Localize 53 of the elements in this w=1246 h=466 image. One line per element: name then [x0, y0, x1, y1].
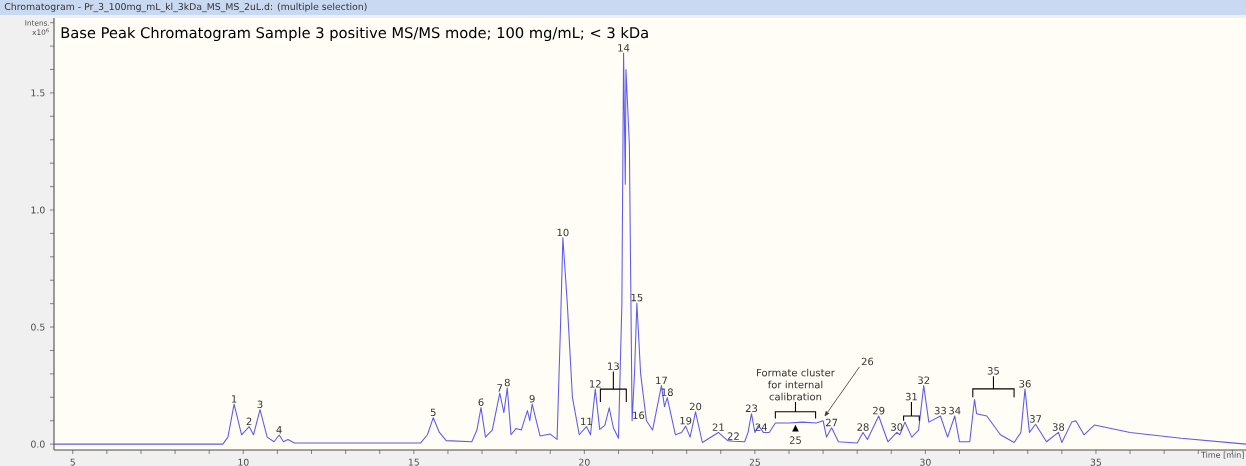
annotation: 31 [905, 392, 917, 401]
annotation: 9 [529, 394, 535, 403]
annotation: 28 [857, 423, 869, 431]
y-tick-label: 1.0 [31, 206, 45, 214]
annotation: 21 [712, 423, 724, 431]
annotation: 8 [504, 378, 510, 387]
x-tick-label: 15 [408, 458, 419, 466]
annotation: 37 [1029, 415, 1042, 423]
annotation: 15 [631, 293, 643, 302]
x-tick-label: 5 [70, 458, 75, 466]
y-tick-label: 0.0 [31, 440, 45, 448]
annotation: 19 [680, 416, 692, 425]
x-tick-label: 35 [1090, 458, 1102, 466]
annotation: 6 [478, 398, 484, 407]
annotation: 11 [581, 417, 592, 425]
annotation: 7 [497, 384, 503, 392]
y-tick-label: 1.5 [31, 89, 45, 97]
annotation: 16 [633, 411, 645, 420]
y-tick-label: 0.5 [31, 323, 45, 331]
x-tick-label: 20 [579, 458, 590, 466]
annotation: 30 [891, 423, 903, 431]
annotation: 14 [618, 44, 630, 52]
annotation: 17 [656, 376, 667, 384]
annotation: 34 [949, 406, 961, 415]
annotation: 1 [232, 395, 237, 403]
chart-title: Chromatogram - Pr_3_100mg_mL_kl_3kDa_MS_MS_2uL.d: (multiple selection) [4, 2, 367, 13]
annotation: 35 [987, 367, 999, 375]
annotation: 27 [825, 418, 838, 427]
annotation: 26 [861, 357, 874, 366]
annotation: 29 [873, 406, 885, 415]
text: Base Peak Chromatogram Sample 3 positive MS/MS mode; 100 mg/mL; < 3 kDa [61, 26, 648, 42]
annotation: 36 [1019, 379, 1031, 388]
annotation: 4 [276, 426, 282, 434]
x-axis-title: Time [min] [1200, 451, 1244, 459]
annotation: 3 [257, 400, 263, 409]
annotation: 12 [590, 380, 601, 388]
annotation: 25 [789, 436, 801, 444]
annotation: 38 [1052, 423, 1065, 431]
annotation: 23 [745, 404, 758, 413]
x-tick-label: 30 [920, 458, 931, 466]
line-series [53, 52, 1246, 445]
annotation: 32 [918, 376, 930, 384]
annotation: 18 [661, 388, 673, 396]
annotation: 10 [557, 228, 569, 237]
annotation: 33 [934, 406, 946, 415]
annotation: 13 [608, 362, 619, 370]
annotation: 20 [689, 402, 702, 411]
annotation: 22 [727, 432, 739, 440]
x-tick-label: 25 [749, 458, 760, 466]
x-tick-label: 10 [238, 458, 249, 466]
annotation: Formate cluster for internal calibration [757, 368, 835, 401]
annotation: 2 [246, 417, 252, 425]
annotation: 5 [430, 408, 436, 417]
